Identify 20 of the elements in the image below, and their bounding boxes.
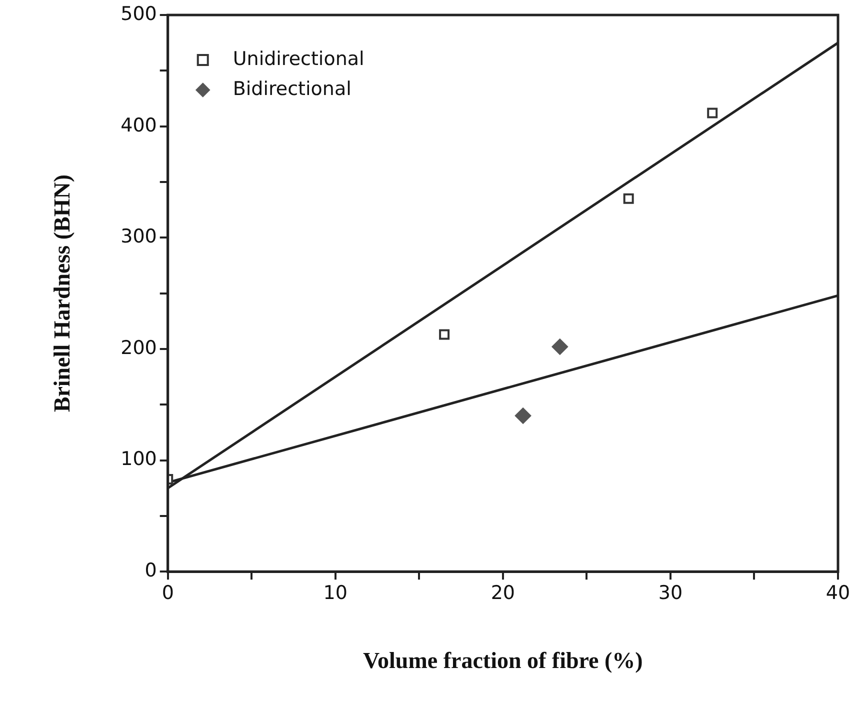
y-tick-label: 500 [120,2,157,25]
y-tick-label: 200 [120,336,157,359]
legend-label: Bidirectional [232,78,352,100]
y-tick-label: 300 [120,226,157,248]
y-tick-label: 100 [120,448,157,470]
y-axis-title: Brinell Hardness (BHN) [50,174,75,412]
point [439,329,450,340]
x-tick-label: 20 [490,582,516,604]
x-tick-label: 30 [658,582,683,604]
point [707,108,718,118]
y-tick-label: 400 [120,114,157,136]
x-tick-label: 10 [323,582,348,604]
x-tick-label: 40 [826,582,850,604]
y-tick-label: 0 [144,560,157,582]
x-tick-label: 0 [162,582,174,604]
x-axis-title: Volume fraction of fibre (%) [363,648,643,674]
legend-label: Unidirectional [232,48,364,70]
point [552,338,568,355]
point [623,193,634,204]
point [515,408,532,424]
